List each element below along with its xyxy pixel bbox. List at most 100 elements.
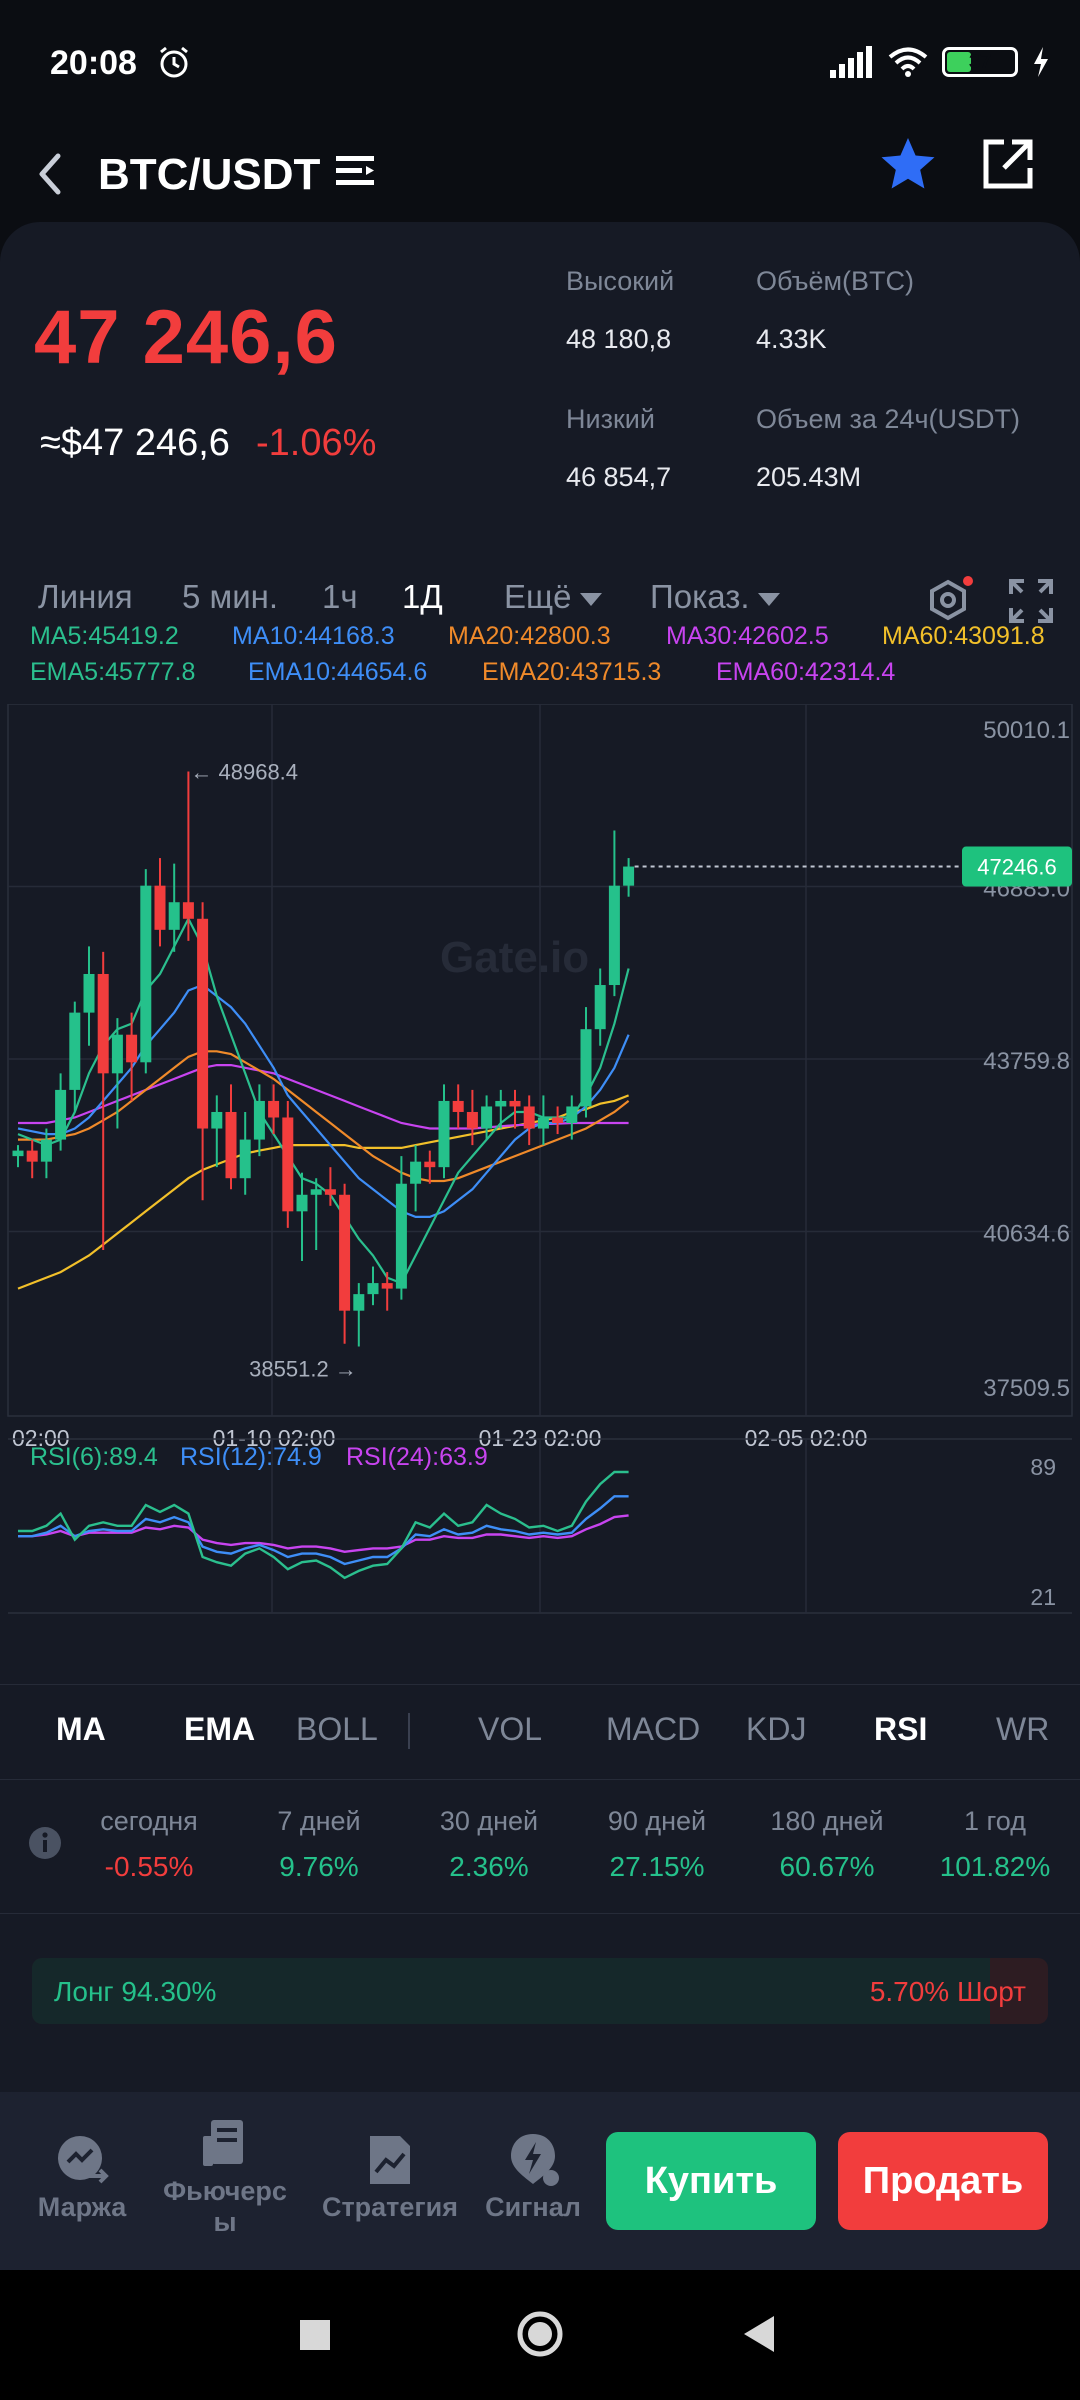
high-label: Высокий	[566, 266, 675, 296]
performance-item: 90 дней 27.15%	[572, 1806, 742, 1883]
ema10-legend: EMA10:44654.6	[248, 658, 428, 686]
tab-line[interactable]: Линия	[38, 578, 133, 615]
candle-body	[566, 1106, 578, 1124]
candle-body	[140, 885, 152, 1063]
nav-futures[interactable]: Фьючерс ы	[152, 2116, 298, 2238]
candle-body	[182, 902, 194, 919]
recent-apps-icon[interactable]	[298, 2318, 332, 2352]
chevron-down-icon	[757, 592, 780, 606]
performance-label: 1 год	[964, 1806, 1026, 1836]
nav-signal[interactable]: Сигнал	[480, 2132, 586, 2223]
ma20-legend: MA20:42800.3	[448, 622, 611, 650]
candle-body	[353, 1294, 365, 1311]
ema5-legend: EMA5:45777.8	[30, 658, 196, 686]
indicator-tab-wr[interactable]: WR	[996, 1711, 1050, 1747]
tab-1h[interactable]: 1ч	[322, 578, 358, 615]
system-navigation-bar	[0, 2270, 1080, 2400]
candle-body	[69, 1012, 81, 1090]
x-tick-label: 02:00	[12, 1425, 70, 1451]
nav-strategy[interactable]: Стратегия	[316, 2132, 464, 2223]
tab-5min[interactable]: 5 мин.	[182, 578, 279, 615]
low-value: 46 854,7	[566, 462, 672, 492]
candle-body	[126, 1034, 138, 1063]
back-nav-icon[interactable]	[740, 2314, 780, 2354]
ma30-line	[18, 1064, 629, 1130]
volume-usdt-label: Объем за 24ч(USDT)	[756, 404, 1021, 434]
performance-item: 30 дней 2.36%	[404, 1806, 574, 1883]
signal-bolt-icon	[511, 2134, 559, 2186]
performance-value: 27.15%	[609, 1851, 705, 1882]
fullscreen-icon[interactable]	[1008, 578, 1054, 624]
tab-more[interactable]: Ещё	[504, 578, 602, 616]
tab-more-label: Ещё	[504, 578, 572, 615]
performance-value: 101.82%	[939, 1851, 1051, 1882]
performance-label: сегодня	[100, 1806, 198, 1836]
nav-margin-label: Маржа	[37, 2192, 127, 2222]
performance-item: 1 год 101.82%	[910, 1806, 1080, 1883]
price-change: -1.06%	[256, 422, 377, 464]
candle-body	[296, 1194, 308, 1212]
ma20-line	[18, 1050, 630, 1183]
battery-fill	[947, 52, 972, 72]
home-icon[interactable]	[516, 2310, 564, 2358]
share-icon[interactable]	[980, 136, 1036, 192]
status-icons: 37	[830, 44, 1050, 80]
candle-body	[225, 1111, 237, 1179]
indicator-tab-vol[interactable]: VOL	[478, 1711, 543, 1747]
tab-1d[interactable]: 1Д	[402, 578, 443, 615]
low-marker: 38551.2 →	[249, 1357, 357, 1382]
info-icon[interactable]	[28, 1826, 62, 1860]
candle-body	[26, 1150, 38, 1162]
indicator-tab-rsi[interactable]: RSI	[874, 1711, 928, 1747]
candle-body	[523, 1106, 535, 1129]
nav-margin[interactable]: Маржа	[24, 2132, 140, 2223]
indicator-tab-boll[interactable]: BOLL	[296, 1711, 378, 1747]
futures-icon	[203, 2120, 243, 2166]
volume-btc-label: Объём(BTC)	[756, 266, 915, 296]
tab-show[interactable]: Показ.	[650, 578, 780, 616]
performance-value: 2.36%	[449, 1851, 529, 1882]
candle-body	[367, 1283, 379, 1295]
last-price-label: 47246.6	[977, 855, 1057, 880]
candle-body	[197, 918, 209, 1129]
performance-item: 7 дней 9.76%	[234, 1806, 404, 1883]
price-chart[interactable]: 50010.146885.043759.840634.637509.502:00…	[0, 704, 1080, 1924]
y-tick-label: 43759.8	[983, 1048, 1070, 1075]
pair-title[interactable]: BTC/USDT	[98, 150, 321, 199]
rsi12-line	[18, 1495, 629, 1566]
tab-show-label: Показ.	[650, 578, 750, 615]
header: BTC/USDT	[0, 130, 1080, 226]
indicator-tab-ma[interactable]: MA	[56, 1711, 106, 1747]
candle-body	[452, 1100, 464, 1112]
indicator-tabs: MA EMA BOLL VOL MACD KDJ RSI WR	[0, 1684, 1080, 1780]
indicator-tab-kdj[interactable]: KDJ	[746, 1711, 807, 1747]
candle-body	[594, 985, 606, 1030]
performance-value: 9.76%	[279, 1851, 359, 1882]
x-tick-label: 01-10 02:00	[213, 1425, 336, 1451]
performance-value: 60.67%	[779, 1851, 875, 1882]
performance-label: 30 дней	[439, 1806, 539, 1836]
bottom-action-bar: Маржа Фьючерс ы Стратегия Сигнал Купить …	[0, 2092, 1080, 2270]
chart-settings-icon[interactable]	[924, 576, 974, 626]
nav-futures-label-2: ы	[213, 2207, 237, 2237]
buy-button[interactable]: Купить	[606, 2132, 816, 2230]
alarm-icon	[160, 46, 188, 78]
candle-body	[339, 1194, 351, 1311]
long-short-ratio-bar: Лонг 94.30% 5.70% Шорт	[32, 1958, 1048, 2024]
candle-body	[623, 866, 635, 886]
ema60-legend: EMA60:42314.4	[716, 658, 896, 686]
rsi-legend: RSI(24):63.9	[346, 1443, 488, 1471]
last-price-tag	[962, 846, 1072, 887]
market-card: 47 246,6 ≈$47 246,6 -1.06% Высокий 48 18…	[0, 222, 1080, 2102]
nav-strategy-label: Стратегия	[321, 2192, 459, 2222]
rsi6-line	[18, 1470, 629, 1580]
candle-body	[466, 1111, 478, 1129]
performance-item: 180 дней 60.67%	[742, 1806, 912, 1883]
star-icon[interactable]	[878, 134, 938, 194]
indicator-tab-ema[interactable]: EMA	[184, 1711, 256, 1747]
back-icon[interactable]	[30, 144, 70, 204]
candle-body	[395, 1183, 407, 1289]
pair-list-icon[interactable]	[334, 150, 376, 192]
indicator-tab-macd[interactable]: MACD	[606, 1711, 701, 1747]
sell-button[interactable]: Продать	[838, 2132, 1048, 2230]
